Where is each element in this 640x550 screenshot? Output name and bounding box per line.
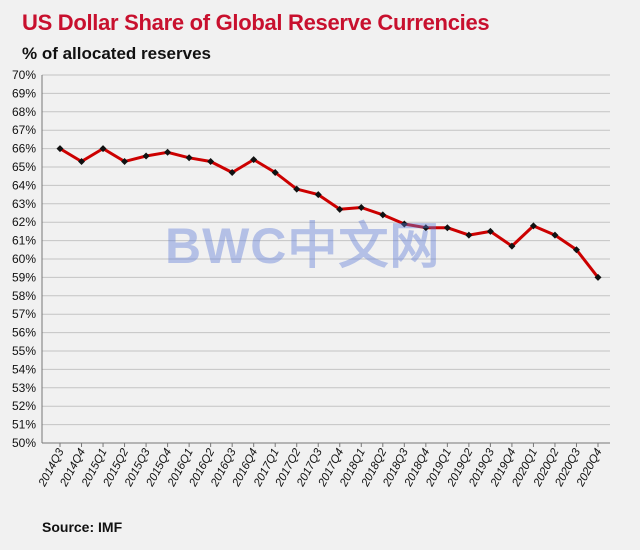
data-point [121, 157, 129, 165]
data-point [207, 157, 215, 165]
y-tick-label: 70% [12, 68, 36, 82]
y-tick-label: 57% [12, 307, 36, 321]
y-tick-label: 50% [12, 436, 36, 450]
data-point [78, 157, 86, 165]
y-tick-label: 63% [12, 197, 36, 211]
y-tick-label: 54% [12, 362, 36, 376]
data-point [185, 154, 193, 162]
y-tick-label: 52% [12, 399, 36, 413]
y-tick-label: 61% [12, 234, 36, 248]
y-tick-label: 53% [12, 381, 36, 395]
data-point [228, 169, 236, 177]
data-point [443, 224, 451, 232]
y-tick-label: 59% [12, 270, 36, 284]
data-point [271, 169, 279, 177]
data-point [357, 203, 365, 211]
data-point [99, 145, 107, 153]
y-tick-label: 60% [12, 252, 36, 266]
y-tick-label: 65% [12, 160, 36, 174]
data-point [314, 191, 322, 199]
data-point [508, 242, 516, 250]
data-point [400, 220, 408, 228]
x-tick-labels: 2014Q32014Q42015Q12015Q22015Q32015Q42016… [36, 446, 604, 489]
data-point [486, 227, 494, 235]
axes [41, 75, 610, 447]
y-tick-label: 68% [12, 105, 36, 119]
data-point [379, 211, 387, 219]
data-point [56, 145, 64, 153]
data-point [594, 273, 602, 281]
data-point [551, 231, 559, 239]
data-point [250, 156, 258, 164]
y-tick-label: 62% [12, 215, 36, 229]
y-tick-label: 69% [12, 86, 36, 100]
series-line [59, 147, 600, 279]
data-point [293, 185, 301, 193]
y-tick-label: 64% [12, 178, 36, 192]
y-tick-label: 55% [12, 344, 36, 358]
data-point [336, 205, 344, 213]
y-tick-label: 56% [12, 326, 36, 340]
y-tick-label: 58% [12, 289, 36, 303]
chart-title: US Dollar Share of Global Reserve Curren… [22, 10, 490, 35]
data-point [465, 231, 473, 239]
data-point [572, 246, 580, 254]
y-tick-labels: 50% 51% 52% 53% 54% 55% 56% 57% 58% 59% 60% 61% 62% 6… [12, 68, 36, 450]
y-tick-label: 66% [12, 142, 36, 156]
series-layer [56, 145, 602, 281]
data-point [529, 222, 537, 230]
data-point [142, 152, 150, 160]
data-point [164, 148, 172, 156]
source-note: Source: IMF [42, 519, 123, 535]
gridlines [42, 74, 610, 426]
data-point [422, 224, 430, 232]
chart-subtitle: % of allocated reserves [22, 44, 211, 63]
y-tick-label: 51% [12, 418, 36, 432]
y-tick-label: 67% [12, 123, 36, 137]
